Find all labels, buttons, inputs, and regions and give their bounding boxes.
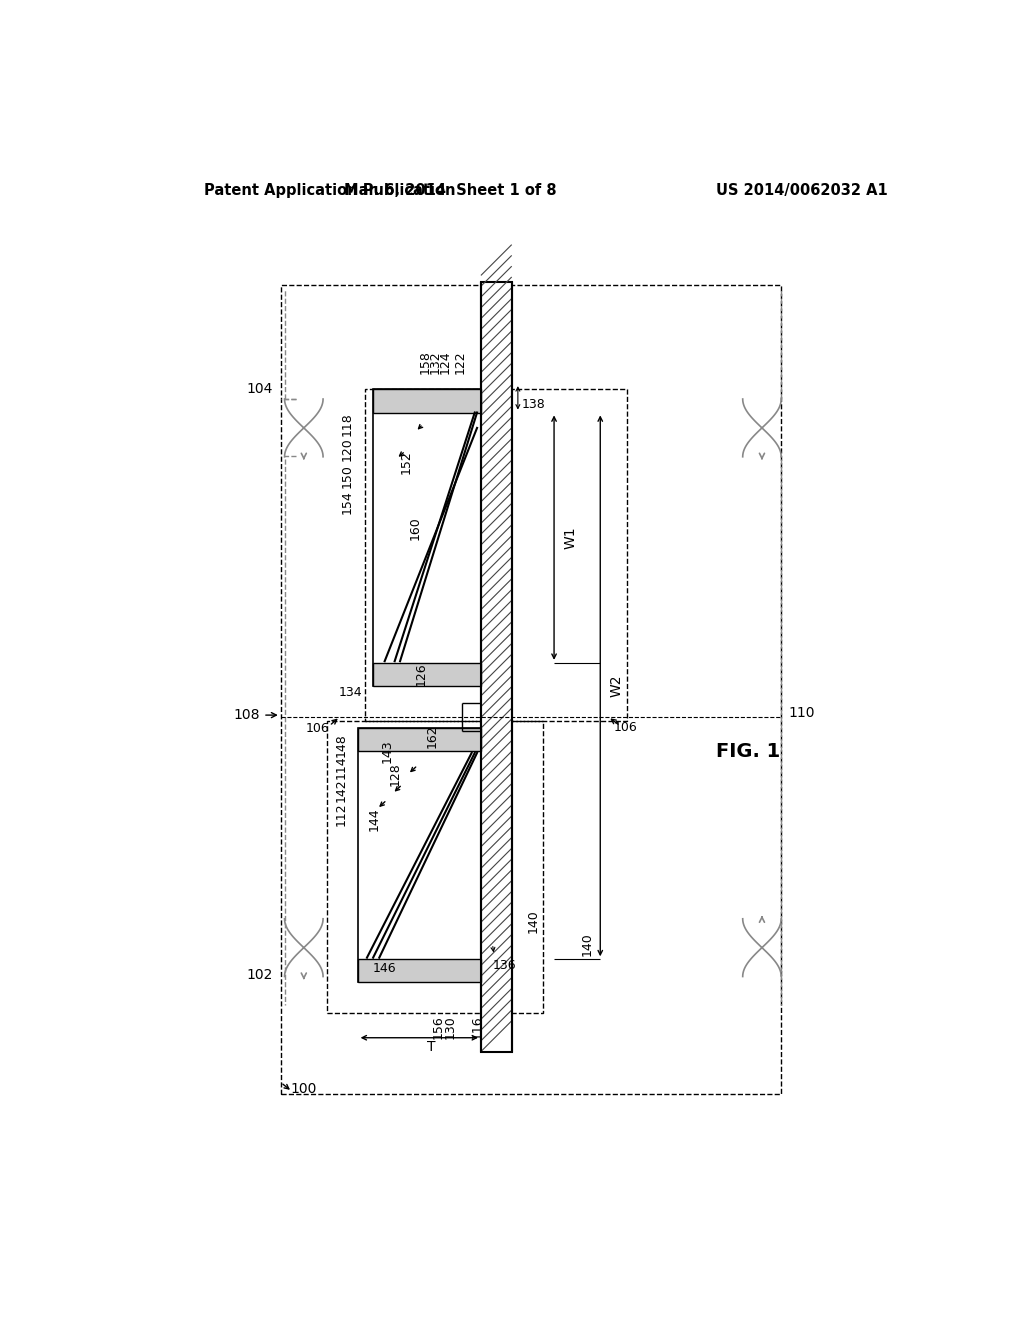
Text: 108: 108	[233, 708, 260, 722]
Text: 143: 143	[381, 739, 394, 763]
Text: 130: 130	[443, 1015, 457, 1039]
Text: 124: 124	[439, 350, 452, 374]
Text: 142: 142	[335, 777, 348, 801]
Text: 156: 156	[432, 1015, 445, 1039]
Text: 146: 146	[373, 962, 396, 975]
Text: 118: 118	[341, 412, 354, 436]
Text: 134: 134	[339, 685, 362, 698]
Text: 160: 160	[409, 516, 422, 540]
Text: 112: 112	[335, 803, 348, 826]
Text: 116: 116	[471, 1015, 483, 1039]
Text: 126: 126	[415, 663, 428, 686]
Text: 132: 132	[429, 350, 442, 374]
Bar	[357, 729, 481, 982]
Text: W2: W2	[609, 675, 624, 697]
Bar	[357, 960, 481, 982]
Text: 148: 148	[335, 734, 348, 756]
Text: 138: 138	[521, 397, 546, 411]
Text: 140: 140	[581, 932, 594, 956]
Text: 136: 136	[493, 958, 516, 972]
Bar	[327, 721, 543, 1014]
Bar	[366, 389, 628, 721]
Text: 150: 150	[341, 463, 354, 487]
Text: 144: 144	[368, 808, 381, 830]
Text: 162: 162	[426, 725, 439, 747]
Text: W1: W1	[563, 527, 578, 549]
Bar	[373, 663, 481, 686]
Text: Mar. 6, 2014  Sheet 1 of 8: Mar. 6, 2014 Sheet 1 of 8	[344, 183, 556, 198]
Text: 100: 100	[290, 1081, 316, 1096]
Bar	[373, 389, 481, 412]
Text: 106: 106	[305, 722, 330, 735]
Text: 120: 120	[341, 438, 354, 461]
Text: 128: 128	[388, 763, 401, 787]
Text: 106: 106	[613, 721, 637, 734]
Text: US 2014/0062032 A1: US 2014/0062032 A1	[716, 183, 888, 198]
Text: 122: 122	[454, 350, 467, 374]
Bar	[281, 285, 781, 1094]
Bar	[357, 729, 481, 751]
Text: 152: 152	[400, 450, 413, 474]
Text: 158: 158	[419, 350, 432, 374]
Bar	[373, 389, 481, 686]
Text: 104: 104	[247, 383, 273, 396]
Text: FIG. 1: FIG. 1	[716, 742, 780, 760]
Text: 154: 154	[341, 491, 354, 515]
Text: T: T	[427, 1040, 435, 1053]
Text: 114: 114	[335, 755, 348, 779]
Bar	[481, 281, 512, 1052]
Text: 110: 110	[788, 706, 815, 719]
Text: 102: 102	[247, 968, 273, 982]
Text: Patent Application Publication: Patent Application Publication	[204, 183, 456, 198]
Text: 140: 140	[527, 909, 540, 932]
